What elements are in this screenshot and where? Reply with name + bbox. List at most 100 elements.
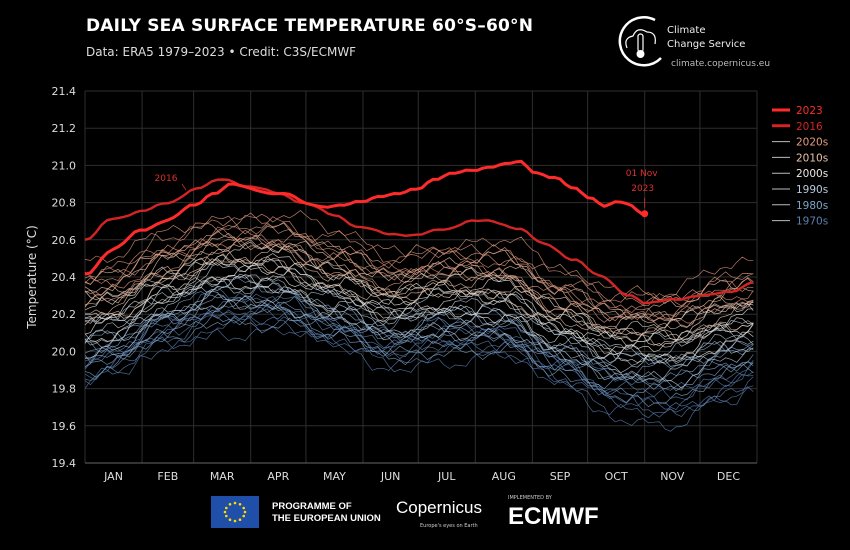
series-line-1970s: [84, 325, 754, 432]
series-line-1970s: [84, 286, 754, 401]
y-tick-label: 20.2: [52, 308, 77, 321]
x-tick-label: JUN: [380, 470, 401, 483]
series-line-2000s: [84, 241, 754, 339]
thermometer-cloud-icon: [618, 15, 662, 67]
series-line-2000s: [84, 274, 754, 364]
brand-url: climate.copernicus.eu: [671, 59, 771, 69]
y-tick-label: 20.6: [52, 234, 77, 247]
y-tick-label: 21.2: [52, 122, 77, 135]
annotation-date: 01 Nov: [626, 169, 659, 179]
series-line-1980s: [84, 317, 754, 408]
series-line-2020s: [84, 229, 754, 323]
legend-item-1970s: 1970s: [772, 216, 828, 228]
series-line-1970s: [84, 306, 754, 418]
legend-item-1990s: 1990s: [772, 184, 828, 196]
y-tick-label: 19.6: [52, 420, 77, 433]
highlight-lines: [84, 159, 754, 305]
legend-label: 2023: [796, 105, 823, 117]
series-line-1980s: [84, 295, 754, 390]
y-tick-label: 20.0: [52, 345, 77, 358]
x-tick-labels: JAN FEB MAR APR MAY JUN JUL AUG SEP OCT NOV DEC: [103, 470, 740, 483]
series-line-1970s: [84, 309, 754, 418]
ecmwf-logo: ECMWF: [508, 503, 599, 530]
x-tick-label: JAN: [103, 470, 123, 483]
y-tick-label: 21.4: [52, 85, 77, 98]
grid: [84, 90, 758, 464]
legend-label: 1970s: [796, 216, 828, 228]
copernicus-tagline: Europe's eyes on Earth: [420, 523, 478, 529]
x-tick-label: AUG: [492, 470, 516, 483]
y-tick-label: 19.8: [52, 383, 77, 396]
x-tick-label: SEP: [550, 470, 571, 483]
series-line-1970s: [84, 304, 754, 411]
series-line-1980s: [84, 295, 754, 390]
series-line-2016: [84, 178, 754, 305]
series-line-1990s: [84, 290, 754, 382]
series-line-2000s: [84, 276, 754, 363]
annotation-2016: 2016: [155, 174, 178, 184]
legend-label: 1990s: [796, 184, 828, 196]
y-tick-labels: 19.4 19.6 19.8 20.0 20.2 20.4 20.6 20.8 21.0 21.2…: [52, 85, 77, 470]
y-tick-label: 20.4: [52, 271, 77, 284]
legend-item-2023: 2023: [772, 105, 823, 117]
series-line-1980s: [84, 282, 754, 381]
legend-item-2010s: 2010s: [772, 152, 828, 164]
legend-item-2000s: 2000s: [772, 168, 828, 180]
y-tick-label: 20.8: [52, 197, 77, 210]
x-tick-label: MAR: [210, 470, 235, 483]
y-tick-label: 21.0: [52, 159, 77, 172]
legend-label: 2010s: [796, 152, 828, 164]
x-tick-label: NOV: [660, 470, 685, 483]
series-line-1990s: [84, 278, 754, 374]
chart-title: DAILY SEA SURFACE TEMPERATURE 60°S–60°N: [86, 16, 534, 36]
chart-subtitle: Data: ERA5 1979–2023 • Credit: C3S/ECMWF: [86, 45, 357, 59]
series-line-2020s: [84, 215, 754, 307]
decade-lines: [84, 210, 754, 432]
eu-flag-icon: [211, 496, 259, 528]
copernicus-logo: Copernicus: [396, 498, 482, 517]
series-line-2010s: [84, 222, 754, 320]
legend: 2023 2016 2020s 2010s 2000s 1990s 1980s 1970s: [772, 105, 828, 228]
annotation-pointer: [181, 183, 187, 191]
legend-label: 2020s: [796, 137, 828, 149]
x-tick-label: FEB: [157, 470, 178, 483]
brand-name-line1: Climate: [667, 25, 706, 36]
series-line-1990s: [84, 259, 754, 351]
y-tick-label: 19.4: [52, 457, 77, 470]
legend-item-2016: 2016: [772, 121, 823, 133]
series-line-1980s: [84, 303, 754, 403]
series-line-2020s: [84, 228, 754, 324]
series-line-1990s: [84, 276, 754, 367]
x-tick-label: DEC: [717, 470, 740, 483]
series-line-1980s: [84, 277, 754, 366]
y-axis-label: Temperature (°C): [25, 225, 39, 330]
x-tick-label: MAY: [323, 470, 346, 483]
series-line-2020s: [84, 210, 754, 303]
series-line-2020s: [84, 212, 754, 305]
footer-logos: PROGRAMME OF THE EUROPEAN UNION Copernic…: [0, 490, 850, 540]
x-tick-label: OCT: [605, 470, 628, 483]
implemented-by-label: IMPLEMENTED BY: [508, 495, 552, 501]
series-line-2010s: [84, 235, 754, 330]
series-line-2000s: [84, 262, 754, 359]
legend-label: 2000s: [796, 168, 828, 180]
legend-label: 2016: [796, 121, 823, 133]
x-tick-label: APR: [267, 470, 289, 483]
series-line-2000s: [84, 253, 754, 347]
c3s-logo: Climate Change Service climate.copernicu…: [615, 14, 845, 74]
series-line-1970s: [84, 310, 754, 419]
legend-item-2020s: 2020s: [772, 137, 828, 149]
eu-text-line1: PROGRAMME OF: [272, 501, 352, 512]
legend-label: 1980s: [796, 200, 828, 212]
series-line-2023: [84, 159, 644, 276]
x-tick-label: JUL: [437, 470, 456, 483]
eu-text-line2: THE EUROPEAN UNION: [272, 513, 381, 524]
series-line-2020s: [84, 216, 754, 314]
brand-name-line2: Change Service: [667, 39, 746, 50]
series-line-1990s: [84, 290, 754, 389]
legend-item-1980s: 1980s: [772, 200, 828, 212]
series-line-2010s: [84, 243, 754, 342]
annotation-year: 2023: [631, 184, 654, 194]
latest-point-marker: [641, 210, 649, 218]
